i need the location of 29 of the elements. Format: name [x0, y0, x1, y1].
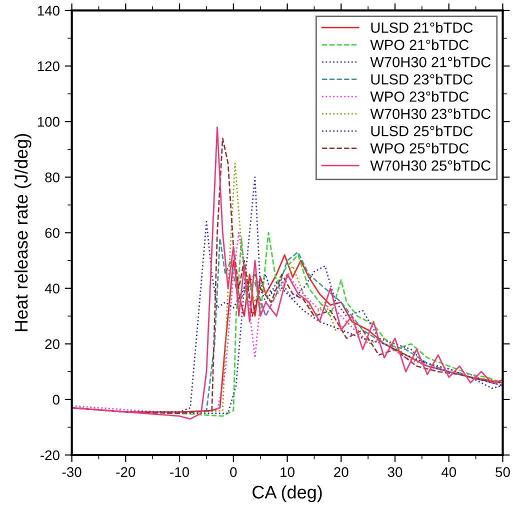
legend-label: WPO 25°bTDC — [370, 142, 469, 154]
legend-label: ULSD 23°bTDC — [371, 74, 473, 85]
legend-label: ULSD 25°bTDC — [371, 126, 473, 136]
y-tick-label: -20 — [40, 450, 60, 460]
y-tick-label: 20 — [45, 339, 60, 350]
legend-label: W70H30 25°bTDC — [370, 160, 491, 171]
y-axis-title: Heat release rate (J/deg) — [14, 134, 32, 332]
x-tick-label: 50 — [496, 467, 510, 478]
y-tick-label: 60 — [45, 228, 60, 238]
y-tick-label: 0 — [52, 394, 60, 405]
x-tick-label: 40 — [441, 467, 456, 478]
y-tick-label: 120 — [38, 61, 60, 72]
x-tick-label: -20 — [116, 467, 136, 478]
x-tick-label: 20 — [334, 467, 348, 478]
y-tick-label: 100 — [38, 116, 60, 127]
x-tick-label: 0 — [230, 467, 237, 478]
legend-label: ULSD 21°bTDC — [371, 22, 473, 33]
x-tick-label: -10 — [170, 467, 190, 478]
legend-label: W70H30 23°bTDC — [370, 108, 491, 120]
legend-label: WPO 23°bTDC — [370, 91, 469, 102]
legend-label: WPO 21°bTDC — [370, 39, 469, 50]
x-axis-title: CA (deg) — [252, 485, 322, 502]
y-tick-label: 40 — [44, 284, 60, 294]
legend-label: W70H30 21°bTDC — [370, 56, 491, 68]
y-tick-label: 80 — [45, 172, 60, 182]
x-tick-label: 30 — [388, 467, 402, 478]
x-tick-label: -30 — [62, 467, 82, 478]
x-tick-label: 10 — [280, 467, 294, 478]
y-tick-label: 140 — [38, 6, 60, 16]
